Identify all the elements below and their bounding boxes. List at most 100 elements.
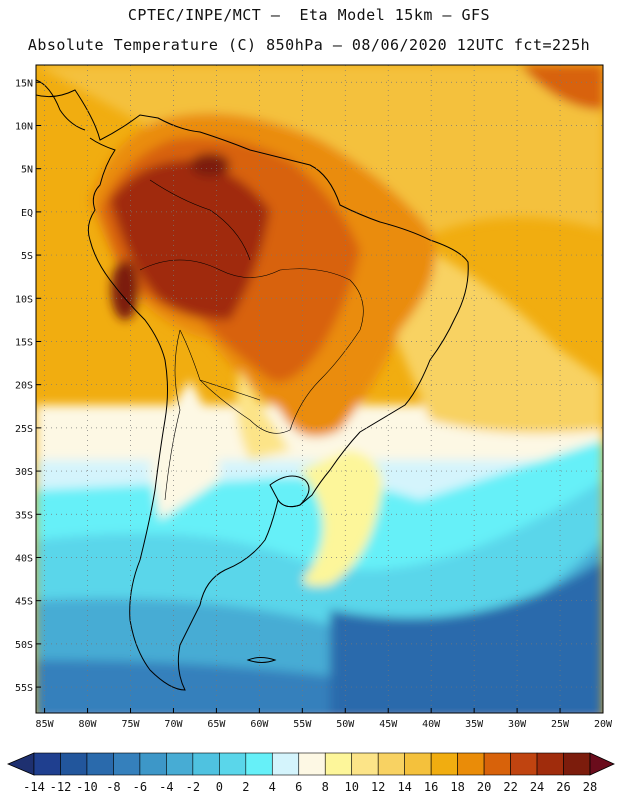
border-chile-argentina	[164, 329, 181, 501]
lon-label: 75W	[121, 719, 140, 730]
border-brazil	[139, 259, 364, 434]
band-m8c	[36, 620, 603, 713]
colorbar-label: -12	[50, 780, 72, 794]
colorbar-label: 2	[242, 780, 249, 794]
lon-label: 60W	[250, 719, 269, 730]
colorbar-swatch	[245, 752, 273, 776]
colorbar-swatch	[219, 752, 247, 776]
lon-label: 30W	[508, 719, 527, 730]
lat-label: 15S	[15, 337, 33, 348]
lon-label: 65W	[207, 719, 226, 730]
colorbar-swatch	[86, 752, 114, 776]
band-24c	[110, 160, 270, 320]
colorbar-swatch	[510, 752, 538, 776]
colorbar-swatch	[377, 752, 405, 776]
colorbar-swatch	[60, 752, 88, 776]
chart-title-line2: Absolute Temperature (C) 850hPa – 08/06/…	[27, 36, 591, 54]
colorbar-swatch	[113, 752, 141, 776]
lat-label: 25S	[15, 424, 33, 435]
colorbar-label: 8	[322, 780, 329, 794]
colorbar-label: 20	[477, 780, 491, 794]
colorbar-swatch	[483, 752, 511, 776]
colorbar-label: -10	[76, 780, 98, 794]
border-paraguay	[199, 379, 261, 401]
colorbar-label: 12	[371, 780, 385, 794]
colorbar-label: -8	[106, 780, 120, 794]
colorbar-label: 22	[503, 780, 517, 794]
band-12c-east	[380, 230, 603, 434]
temperature-map: 15N 10N 5N EQ 5S 10S 15S 20S 25S 30S 35S 40S 45S 50S 5…	[15, 64, 613, 730]
coastline-central-america	[36, 79, 86, 131]
colorbar-label: -4	[159, 780, 173, 794]
lon-label: 70W	[164, 719, 183, 730]
lat-label: 20S	[15, 381, 33, 392]
lat-label: 30S	[15, 467, 33, 478]
colorbar-label: 28	[583, 780, 597, 794]
lat-label: 15N	[15, 78, 33, 89]
colorbar-swatches	[6, 752, 615, 776]
cool-plume-chaco	[150, 380, 220, 520]
chart-title-line1: CPTEC/INPE/MCT – Eta Model 15km – GFS	[127, 6, 491, 24]
cool-plume-parana	[236, 370, 290, 460]
band-m10c	[330, 560, 603, 713]
colorbar-label: 18	[450, 780, 464, 794]
lat-label: 35S	[15, 510, 33, 521]
colorbar-label: -2	[186, 780, 200, 794]
colorbar-swatch	[351, 752, 379, 776]
lat-label: 10N	[15, 121, 33, 132]
lat-label: 55S	[15, 683, 33, 694]
lat-label: 10S	[15, 294, 33, 305]
coastline-rio-de-la-plata	[269, 475, 310, 508]
lon-label: 20W	[594, 719, 613, 730]
lon-label: 80W	[79, 719, 98, 730]
colorbar-swatch	[536, 752, 564, 776]
colorbar: -14 -12 -10 -8 -6 -4 -2 0 2 4 6 8 10 12 14 16 18 20 22 24 26…	[6, 752, 615, 794]
lat-label: 45S	[15, 597, 33, 608]
warm-corner	[520, 65, 603, 110]
colorbar-label: -6	[133, 780, 147, 794]
lat-label: 5S	[21, 251, 33, 262]
latitude-labels: 15N 10N 5N EQ 5S 10S 15S 20S 25S 30S 35S 40S 45S 50S 5…	[15, 78, 33, 694]
lon-label: 50W	[336, 719, 355, 730]
colorbar-swatch	[324, 752, 353, 776]
border-colombia-venezuela	[149, 179, 251, 261]
lon-label: 45W	[379, 719, 398, 730]
map-frame	[35, 64, 604, 714]
peak-andes	[111, 260, 139, 320]
lat-label: EQ	[21, 208, 33, 219]
country-borders	[139, 179, 364, 501]
colorbar-label: 0	[216, 780, 223, 794]
lon-label: 55W	[293, 719, 312, 730]
lat-label: 40S	[15, 553, 33, 564]
colorbar-swatch	[166, 752, 194, 776]
colorbar-swatch	[430, 752, 458, 776]
colorbar-swatch	[298, 752, 326, 776]
colorbar-labels: -14 -12 -10 -8 -6 -4 -2 0 2 4 6 8 10 12 14 16 18 20 22 24 26…	[23, 780, 597, 794]
colorbar-swatch	[563, 752, 591, 776]
colorbar-label: -14	[23, 780, 45, 794]
colorbar-label: 4	[269, 780, 276, 794]
colorbar-label: 16	[424, 780, 438, 794]
lon-label: 35W	[465, 719, 484, 730]
lon-label: 85W	[36, 719, 55, 730]
temperature-field	[36, 65, 603, 713]
colorbar-swatch	[33, 752, 61, 776]
lat-label: 50S	[15, 640, 33, 651]
colorbar-label: 14	[397, 780, 411, 794]
warm-tongue	[300, 450, 382, 586]
colorbar-label: 26	[556, 780, 570, 794]
colorbar-swatch	[271, 752, 300, 776]
colorbar-label: 10	[344, 780, 358, 794]
coastlines	[36, 79, 469, 691]
coastline-falklands	[246, 657, 277, 663]
peak-north	[190, 153, 230, 177]
lat-label: 5N	[21, 165, 33, 176]
colorbar-swatch	[139, 752, 167, 776]
lon-label: 25W	[551, 719, 570, 730]
lon-label: 40W	[422, 719, 441, 730]
colorbar-swatch	[457, 752, 485, 776]
coastline-south-america	[36, 89, 469, 691]
colorbar-low-arrow	[6, 752, 35, 776]
colorbar-label: 24	[530, 780, 544, 794]
colorbar-swatch	[192, 752, 220, 776]
